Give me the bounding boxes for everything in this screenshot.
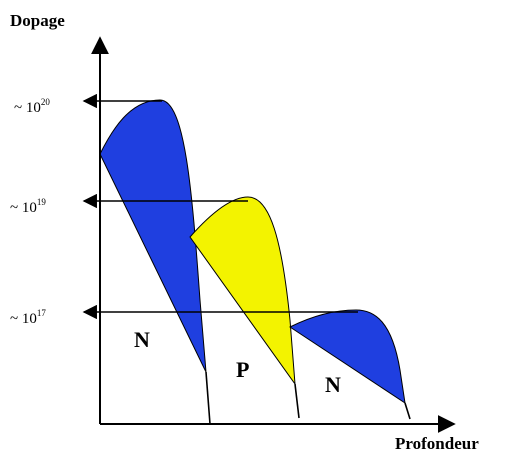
junction-edge-1 bbox=[205, 371, 211, 425]
level-label-3-exponent: 17 bbox=[37, 308, 47, 318]
level-label-3-base: ~ 10 bbox=[10, 311, 37, 327]
level-label-3: ~ 1017 bbox=[10, 308, 46, 327]
level-label-2: ~ 1019 bbox=[10, 197, 46, 216]
region-label-p: P bbox=[236, 357, 249, 382]
y-axis-label: Dopage bbox=[10, 11, 65, 30]
level-label-1-exponent: 20 bbox=[41, 97, 51, 107]
level-label-2-base: ~ 10 bbox=[10, 200, 37, 216]
level-label-1-base: ~ 10 bbox=[14, 100, 41, 116]
region-n1-profile bbox=[99, 99, 207, 373]
x-axis-label: Profondeur bbox=[395, 434, 479, 453]
junction-edge-3 bbox=[404, 402, 411, 420]
region-n2-profile bbox=[289, 309, 406, 405]
region-label-n2: N bbox=[325, 372, 341, 397]
level-label-1: ~ 1020 bbox=[14, 97, 50, 116]
region-p-profile bbox=[189, 196, 296, 386]
level-label-2-exponent: 19 bbox=[37, 197, 47, 207]
region-label-n1: N bbox=[134, 327, 150, 352]
junction-edge-2 bbox=[294, 383, 300, 419]
